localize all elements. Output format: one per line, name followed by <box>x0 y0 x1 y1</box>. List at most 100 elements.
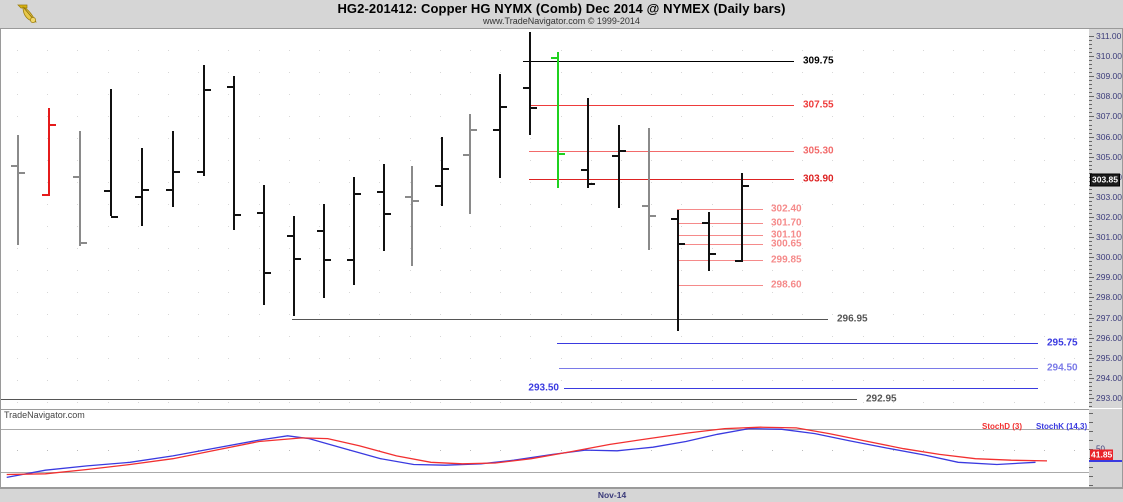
bar-close-tick <box>324 259 331 262</box>
indicator-grid-dot <box>802 450 803 452</box>
price-minor-tick <box>1089 245 1092 247</box>
price-level-line[interactable] <box>529 105 794 107</box>
price-minor-tick <box>1089 281 1092 283</box>
grid-line <box>1074 28 1075 408</box>
price-level-label: 299.85 <box>771 254 802 266</box>
price-tick <box>1089 116 1094 118</box>
bar-range <box>79 130 81 247</box>
indicator-tick <box>1089 485 1093 486</box>
price-level-line[interactable] <box>677 244 763 246</box>
price-minor-tick <box>1089 273 1092 275</box>
price-level-line[interactable] <box>677 235 763 237</box>
bar-range <box>323 203 325 299</box>
price-level-line[interactable] <box>557 342 1038 344</box>
indicator-tick <box>1089 413 1093 415</box>
indicator-grid-dot <box>832 450 833 452</box>
price-tick-label: 311.00 <box>1096 31 1122 42</box>
stochastic-line <box>6 426 1048 476</box>
indicator-grid-dot <box>168 450 169 452</box>
indicator-grid-dot <box>47 450 48 452</box>
price-minor-tick <box>1089 112 1092 114</box>
price-level-line[interactable] <box>523 61 794 63</box>
indicator-grid-dot <box>1014 450 1015 452</box>
price-minor-tick <box>1089 60 1092 62</box>
price-minor-tick <box>1089 333 1092 335</box>
grid-line <box>410 28 411 408</box>
bar-open-tick <box>377 190 384 193</box>
price-minor-tick <box>1089 140 1092 142</box>
price-level-line[interactable] <box>677 223 763 225</box>
price-minor-tick <box>1089 212 1092 214</box>
bar-open-tick <box>735 260 742 263</box>
bar-range <box>353 176 355 286</box>
indicator-axis[interactable]: 5041.85 <box>1089 409 1123 487</box>
bar-close-tick <box>619 149 626 152</box>
indicator-grid-dot <box>923 450 924 452</box>
price-level-line[interactable] <box>677 260 763 262</box>
grid-line <box>923 28 924 408</box>
bar-close-tick <box>649 214 656 217</box>
grid-line <box>470 28 471 408</box>
price-level-line[interactable] <box>292 318 828 320</box>
bar-range <box>411 165 413 267</box>
price-minor-tick <box>1089 204 1092 206</box>
sextant-logo-icon <box>17 4 37 23</box>
bar-range <box>557 52 559 188</box>
price-minor-tick <box>1089 104 1092 106</box>
indicator-grid-dot <box>863 450 864 452</box>
price-minor-tick <box>1089 293 1092 295</box>
price-tick-label: 300.00 <box>1096 252 1122 263</box>
price-minor-tick <box>1089 301 1092 303</box>
bar-range <box>441 136 443 206</box>
legend-stochk: StochK (14,3) <box>1036 422 1088 431</box>
grid-line <box>893 28 894 408</box>
price-axis[interactable]: 311.00 310.00 309.00 308.00 307.00 306.00 305.… <box>1089 28 1123 416</box>
stochastic-pane[interactable] <box>0 409 1091 488</box>
price-level-line[interactable] <box>677 208 763 210</box>
price-minor-tick <box>1089 208 1092 210</box>
price-tick <box>1089 136 1094 138</box>
price-minor-tick <box>1089 148 1092 150</box>
price-plot[interactable]: 309.75 307.55 305.30 303.90 302.40 301.70 301.… <box>0 28 1091 408</box>
bar-close-tick <box>142 188 149 191</box>
price-minor-tick <box>1089 192 1092 194</box>
price-minor-tick <box>1089 373 1092 375</box>
indicator-tick <box>1089 476 1093 478</box>
date-axis[interactable]: Nov-14 <box>0 487 1123 502</box>
legend-stochd: StochD (3) <box>982 422 1022 431</box>
bar-close-tick <box>530 107 537 110</box>
price-minor-tick <box>1089 405 1092 407</box>
price-level-line[interactable] <box>529 178 794 180</box>
price-level-line[interactable] <box>1 398 857 400</box>
bar-open-tick <box>42 193 49 196</box>
bar-open-tick <box>702 222 709 225</box>
price-level-line[interactable] <box>559 367 1038 369</box>
price-level-line[interactable] <box>564 387 1038 389</box>
indicator-grid-dot <box>1074 450 1075 452</box>
price-level-line[interactable] <box>677 285 763 287</box>
price-tick-label: 301.00 <box>1096 232 1122 243</box>
grid-line <box>953 28 954 408</box>
price-minor-tick <box>1089 241 1092 243</box>
price-level-line[interactable] <box>529 150 794 152</box>
bar-range <box>141 147 143 227</box>
price-minor-tick <box>1089 361 1092 363</box>
bar-close-tick <box>588 182 595 185</box>
price-tick-label: 294.00 <box>1096 372 1122 383</box>
bar-open-tick <box>671 218 678 220</box>
price-level-label: 295.75 <box>1047 337 1078 349</box>
price-minor-tick <box>1089 249 1092 251</box>
price-tick-label: 306.00 <box>1096 131 1122 142</box>
indicator-grid-dot <box>77 450 78 452</box>
bar-close-tick <box>742 184 749 187</box>
price-minor-tick <box>1089 225 1092 227</box>
grid-line <box>863 28 864 408</box>
bar-open-tick <box>257 211 264 214</box>
price-minor-tick <box>1089 160 1092 162</box>
price-level-label: 305.30 <box>803 145 834 157</box>
price-minor-tick <box>1089 128 1092 130</box>
price-minor-tick <box>1089 44 1092 46</box>
price-minor-tick <box>1089 233 1092 235</box>
price-minor-tick <box>1089 349 1092 351</box>
price-level-label: 298.60 <box>771 279 802 291</box>
